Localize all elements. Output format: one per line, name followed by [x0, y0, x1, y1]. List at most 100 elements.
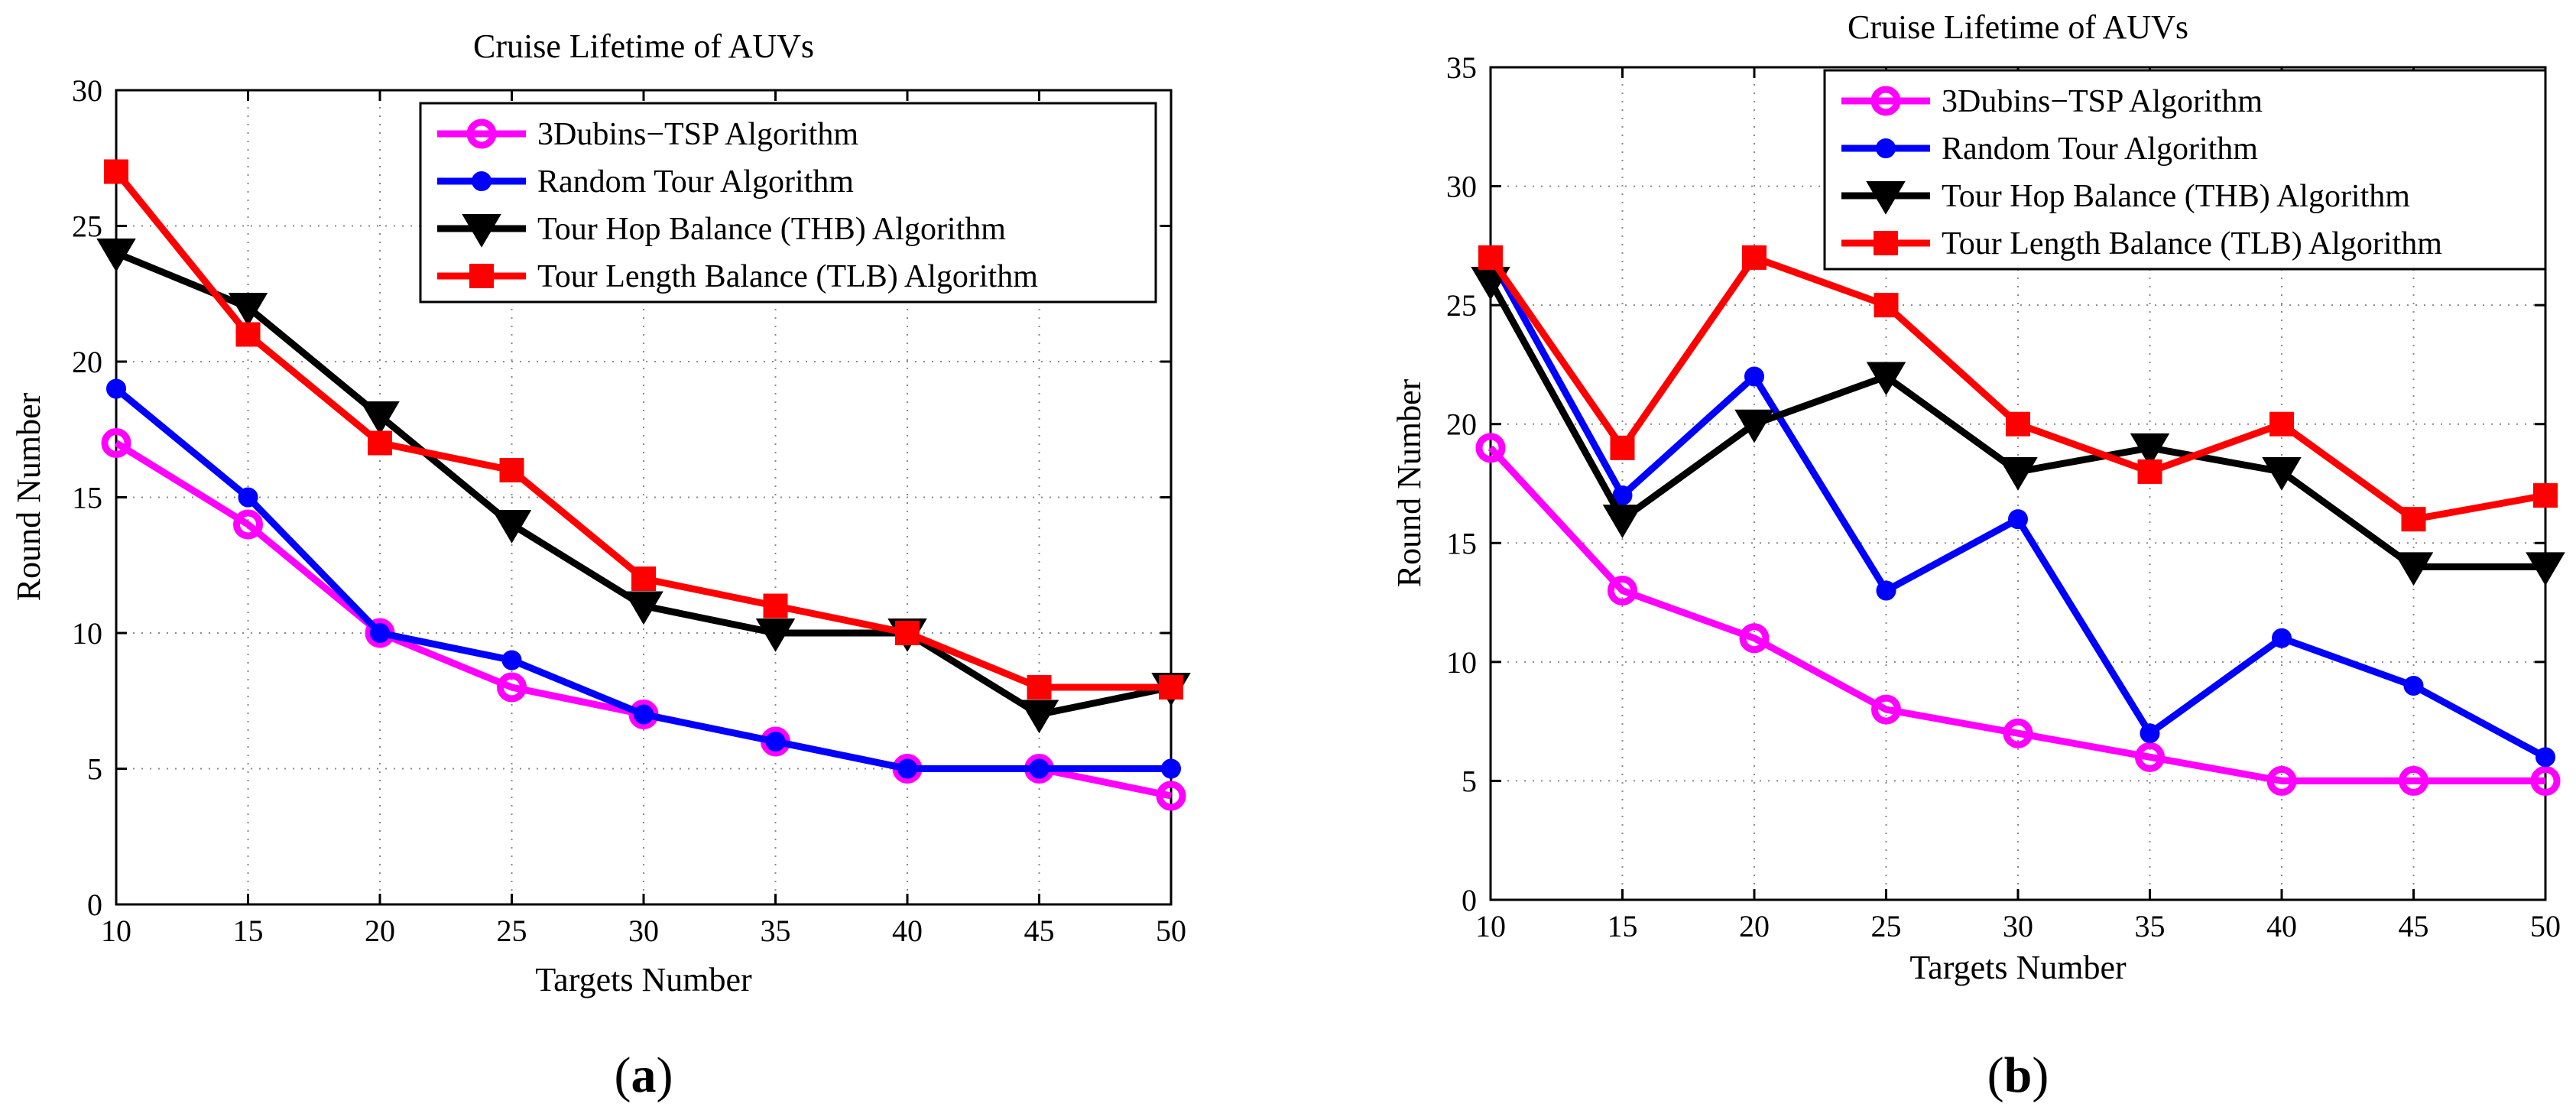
x-tick-label: 20 — [1739, 909, 1770, 943]
data-point — [370, 623, 390, 643]
y-tick-label: 0 — [1462, 883, 1477, 917]
x-tick-label: 50 — [1156, 914, 1186, 948]
y-tick-label: 0 — [87, 888, 102, 922]
data-point — [1739, 623, 1770, 654]
data-point — [763, 593, 788, 618]
data-point — [1874, 293, 1899, 318]
chart-panel-b: 10 15 20 25 30 35 40 45 50 0 5 10 15 20 25 30 35 Cruise L… — [1390, 8, 2565, 1103]
panel-label: (a) — [615, 1047, 673, 1103]
y-tick-label: 5 — [87, 752, 102, 787]
x-tick-label: 40 — [2266, 909, 2297, 943]
legend-marker — [1874, 231, 1898, 255]
data-point — [1610, 435, 1635, 460]
data-point — [755, 618, 796, 652]
data-point — [238, 487, 258, 508]
y-tick-label: 25 — [1446, 288, 1477, 323]
y-tick-label: 10 — [72, 616, 102, 651]
legend-marker — [1866, 181, 1906, 215]
data-point — [497, 672, 527, 703]
y-tick-label: 20 — [1446, 407, 1477, 442]
legend-label: Random Tour Algorithm — [537, 164, 854, 200]
data-point — [2269, 411, 2294, 437]
y-tick-label: 10 — [1446, 645, 1477, 680]
legend-marker — [1870, 86, 1901, 116]
data-point — [2008, 509, 2028, 530]
x-axis-label: Targets Number — [535, 961, 752, 998]
data-point — [895, 621, 920, 645]
data-point — [2533, 483, 2558, 508]
y-tick-label: 30 — [72, 73, 102, 108]
legend-label: Random Tour Algorithm — [1942, 131, 2258, 167]
legend-marker — [1876, 138, 1896, 158]
data-point — [2137, 459, 2162, 484]
data-point — [1159, 675, 1183, 700]
x-tick-label: 50 — [2530, 909, 2561, 943]
legend-marker — [462, 214, 501, 248]
panel-label-close-paren: ) — [657, 1047, 673, 1103]
data-point — [1998, 456, 2038, 491]
data-point — [1742, 245, 1767, 270]
x-tick-label: 20 — [365, 914, 395, 948]
data-point — [2393, 552, 2434, 586]
legend-label: Tour Length Balance (TLB) Algorithm — [537, 259, 1038, 294]
y-tick-label: 35 — [1446, 50, 1477, 85]
data-point — [1734, 409, 1774, 443]
data-point — [1161, 758, 1181, 779]
panel-label-letter: b — [2004, 1047, 2033, 1103]
y-tick-label: 25 — [72, 209, 102, 244]
data-point — [631, 566, 656, 591]
panel-label: (b) — [1987, 1047, 2049, 1103]
chart-title: Cruise Lifetime of AUVs — [473, 28, 814, 65]
data-point — [1019, 700, 1059, 734]
y-axis-label: Round Number — [1390, 378, 1428, 587]
x-tick-label: 10 — [1475, 909, 1506, 943]
chart-panel-a: 10 15 20 25 30 35 40 45 50 0 5 10 15 20 25 30 Cruise Lif… — [10, 28, 1191, 1103]
legend: 3Dubins−TSP Algorithm Random Tour Algorit… — [1823, 69, 2547, 271]
legend-marker — [469, 264, 494, 288]
data-point — [1608, 576, 1637, 606]
data-point — [501, 650, 522, 670]
series-3 — [104, 159, 1183, 700]
data-point — [765, 732, 786, 752]
x-tick-label: 45 — [1024, 914, 1055, 948]
data-point — [228, 293, 268, 326]
data-point — [2530, 765, 2561, 796]
data-point — [1612, 485, 1633, 506]
data-point — [1156, 781, 1186, 811]
data-point — [1876, 580, 1896, 601]
data-point — [1866, 362, 1906, 396]
data-point — [106, 378, 126, 399]
x-tick-label: 40 — [892, 914, 923, 948]
data-point — [499, 458, 524, 482]
y-tick-label: 15 — [1446, 526, 1477, 560]
legend-box — [419, 102, 1157, 304]
panel-label-open-paren: ( — [1987, 1047, 2004, 1103]
legend-box — [1823, 69, 2547, 271]
data-point — [360, 401, 400, 435]
y-tick-label: 5 — [1462, 764, 1477, 798]
x-tick-label: 15 — [233, 914, 264, 948]
x-tick-label: 30 — [2003, 909, 2033, 943]
x-tick-label: 25 — [1871, 909, 1902, 943]
data-point — [2526, 552, 2565, 586]
series-1 — [106, 378, 1181, 779]
legend-marker — [472, 171, 492, 191]
data-point — [1871, 694, 1901, 725]
x-tick-label: 10 — [101, 914, 131, 948]
y-axis-label: Round Number — [10, 392, 47, 601]
data-point — [2535, 747, 2555, 768]
legend-label: Tour Length Balance (TLB) Algorithm — [1942, 226, 2442, 261]
series-line — [1488, 445, 2545, 784]
data-point — [1478, 245, 1503, 270]
series-3 — [1478, 245, 2558, 532]
data-point — [2262, 456, 2302, 491]
x-tick-label: 35 — [2135, 909, 2166, 943]
panel-label-close-paren: ) — [2032, 1047, 2049, 1103]
data-point — [2130, 433, 2170, 467]
y-tick-label: 20 — [72, 345, 102, 379]
legend: 3Dubins−TSP Algorithm Random Tour Algorit… — [419, 102, 1157, 304]
legend-marker — [466, 118, 497, 149]
data-point — [1029, 758, 1050, 779]
series-2 — [1471, 267, 2565, 586]
